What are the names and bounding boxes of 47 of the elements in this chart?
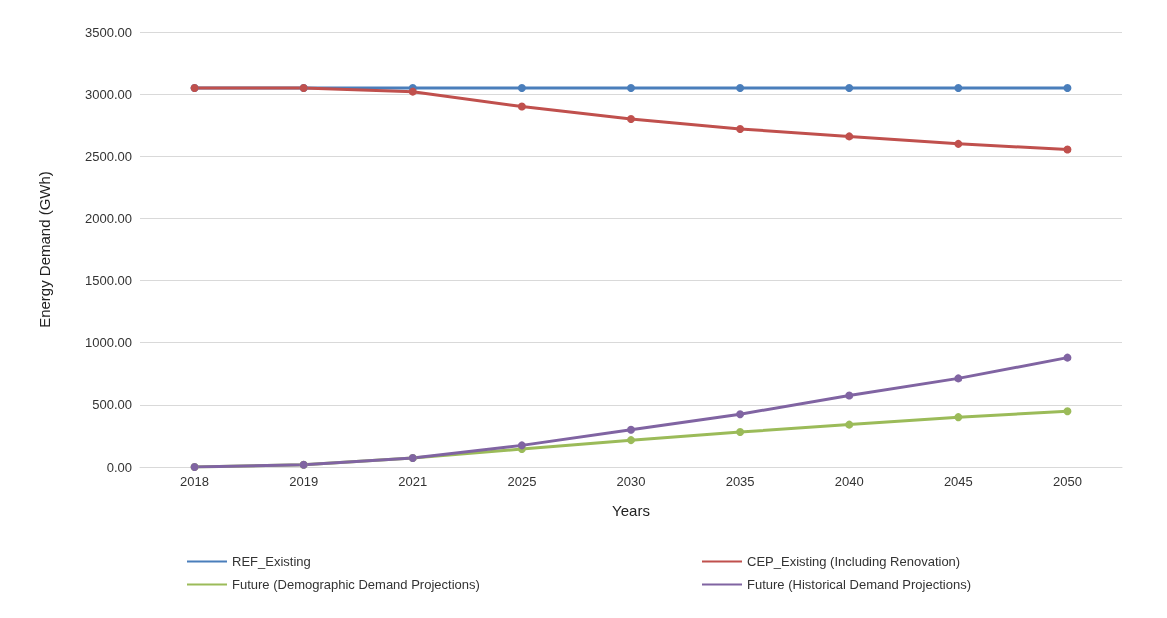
x-tick-label: 2045 — [943, 474, 973, 489]
point — [517, 83, 526, 92]
point — [517, 102, 526, 111]
y-tick-label: 3500.00 — [85, 24, 132, 40]
point — [845, 132, 854, 141]
point — [408, 87, 417, 96]
point — [954, 83, 963, 92]
x-tick-label: 2035 — [725, 474, 755, 489]
x-tick-label: 2019 — [289, 474, 319, 489]
point — [736, 428, 745, 437]
point — [1063, 145, 1072, 154]
point — [1063, 407, 1072, 416]
x-tick-label: 2018 — [180, 474, 210, 489]
point — [954, 139, 963, 148]
legend-label: CEP_Existing (Including Renovation) — [747, 554, 961, 569]
point — [627, 115, 635, 123]
legend-label: REF_Existing — [232, 554, 311, 569]
point — [736, 124, 745, 133]
x-tick-label: 2025 — [507, 474, 537, 489]
y-tick-label: 0.00 — [106, 459, 132, 475]
x-tick-label: 2021 — [398, 474, 428, 489]
point — [1063, 83, 1072, 92]
point — [627, 425, 635, 434]
point — [954, 374, 963, 383]
point — [627, 436, 635, 445]
y-tick-label: 1000.00 — [85, 335, 132, 351]
point — [954, 413, 963, 422]
y-tick-label: 2500.00 — [85, 148, 132, 164]
legend-label: Future (Demographic Demand Projections) — [232, 577, 480, 592]
y-tick-label: 3000.00 — [85, 86, 132, 102]
x-axis-title: Years — [612, 502, 650, 519]
point — [845, 391, 854, 400]
y-tick-label: 1500.00 — [85, 273, 132, 289]
point — [845, 420, 854, 429]
y-tick-label: 500.00 — [92, 397, 132, 413]
x-tick-label: 2050 — [1052, 474, 1082, 489]
x-tick-label: 2030 — [616, 474, 646, 489]
y-tick-label: 2000.00 — [85, 210, 132, 226]
point — [845, 83, 854, 92]
point — [1063, 353, 1072, 362]
legend-label: Future (Historical Demand Projections) — [747, 577, 971, 592]
point — [736, 83, 745, 92]
point — [627, 83, 635, 92]
x-tick-label: 2040 — [834, 474, 864, 489]
point — [517, 441, 526, 450]
point — [736, 410, 745, 419]
y-axis-title: Energy Demand (GWh) — [36, 171, 53, 328]
